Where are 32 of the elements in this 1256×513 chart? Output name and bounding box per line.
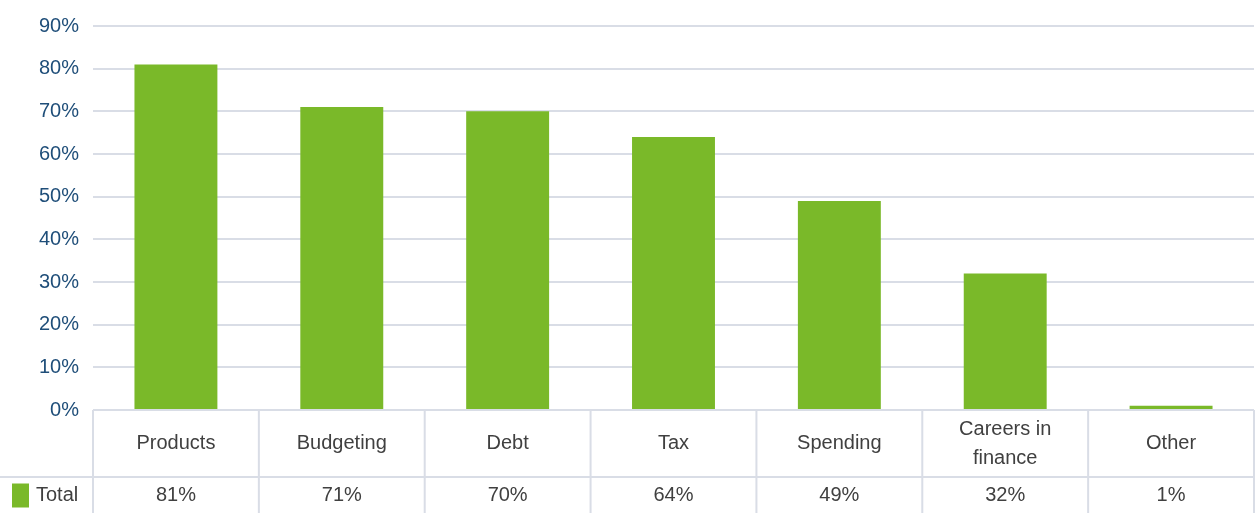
x-tick-label: Debt xyxy=(486,431,530,454)
y-tick-label: 20% xyxy=(38,312,80,335)
legend-label: Total xyxy=(36,483,79,506)
y-tick-label: 30% xyxy=(38,269,80,292)
x-tick-label: Careers in finance xyxy=(959,416,1052,468)
x-tick-label: Other xyxy=(1146,431,1197,454)
y-tick-label: 90% xyxy=(38,13,80,36)
data-label: 1% xyxy=(1156,483,1186,506)
y-tick-label: 60% xyxy=(38,141,80,164)
y-tick-label: 10% xyxy=(38,354,80,377)
y-tick-label: 50% xyxy=(38,184,80,207)
data-label: 49% xyxy=(819,483,860,506)
x-tick-label: Budgeting xyxy=(296,431,387,454)
data-label: 64% xyxy=(653,483,694,506)
data-label: 70% xyxy=(487,483,528,506)
data-label: 32% xyxy=(985,483,1026,506)
x-tick-label: Tax xyxy=(657,431,690,454)
bar xyxy=(963,273,1047,409)
y-tick-label: 0% xyxy=(50,397,80,420)
data-label: 81% xyxy=(155,483,197,506)
bar xyxy=(797,200,881,409)
y-tick-label: 80% xyxy=(38,56,80,79)
x-tick-label: Products xyxy=(136,431,216,454)
bar xyxy=(466,111,550,409)
bar xyxy=(632,136,715,409)
bar xyxy=(300,107,384,409)
bar xyxy=(1129,405,1213,409)
y-tick-label: 70% xyxy=(38,98,80,121)
y-tick-label: 40% xyxy=(38,226,80,249)
x-tick-label: Spending xyxy=(797,431,882,454)
bar xyxy=(134,64,218,409)
data-label: 71% xyxy=(321,483,363,506)
